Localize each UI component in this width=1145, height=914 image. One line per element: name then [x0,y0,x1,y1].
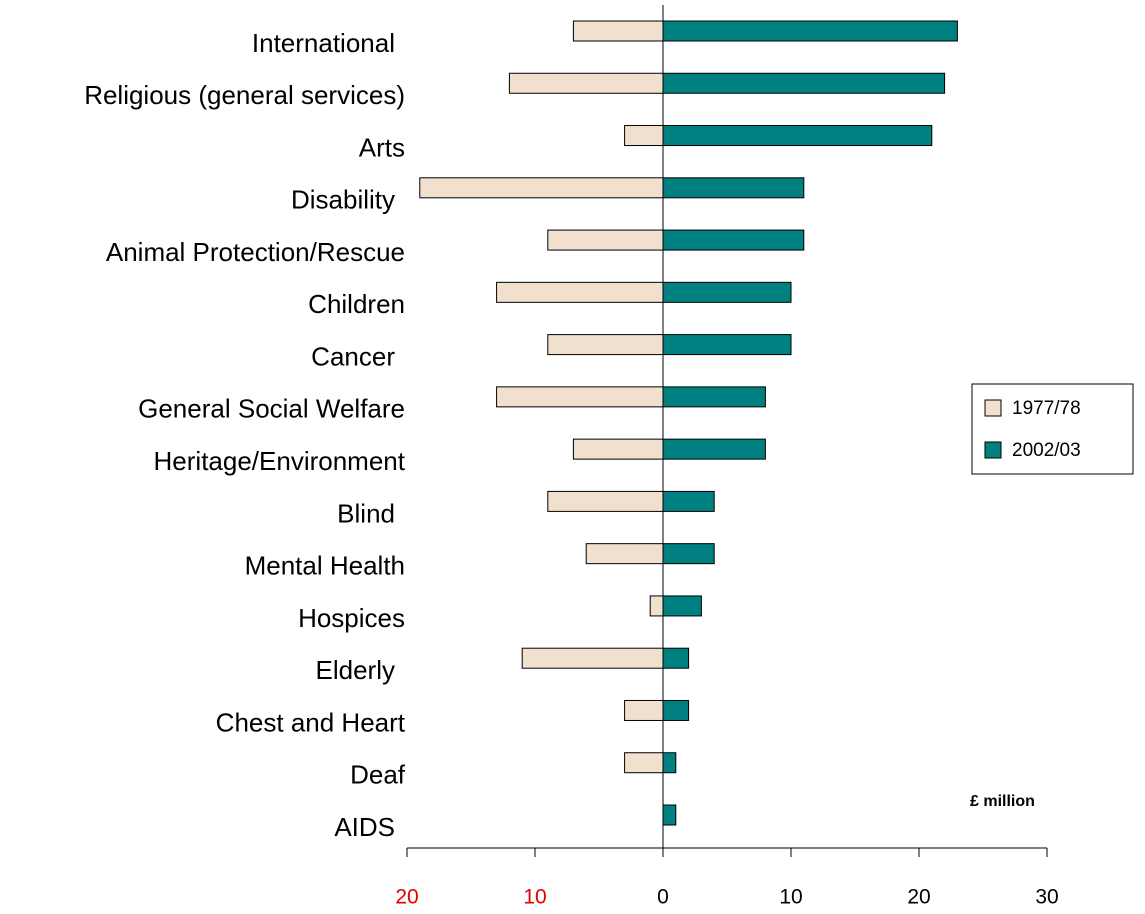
bar [662,647,690,669]
bar [496,386,664,408]
category-label: International [252,28,395,58]
bar [662,20,958,42]
x-tick-label: 10 [779,886,802,909]
bar [662,543,715,565]
bar [662,386,766,408]
category-label: Heritage/Environment [154,446,406,476]
bar [572,20,664,42]
bar [662,125,933,147]
legend-swatch [984,399,1002,417]
category-label: AIDS [334,812,395,842]
bar [624,752,664,774]
bar [662,490,715,512]
bar [662,229,805,251]
bar [662,177,805,199]
bar [419,177,664,199]
bar [547,229,664,251]
legend-swatch [984,441,1002,459]
bar [649,595,664,617]
bar [624,125,664,147]
x-tick-label: 20 [395,886,418,909]
bar [521,647,664,669]
x-tick-label: 20 [907,886,930,909]
bar [662,281,792,303]
bar [624,699,664,721]
category-label: Hospices [298,603,405,633]
category-label: Cancer [311,341,395,371]
category-label: Mental Health [245,551,405,581]
category-label: Religious (general services) [84,80,405,110]
bar [572,438,664,460]
bar [662,752,677,774]
bar [585,543,664,565]
bar [547,490,664,512]
category-label: Disability [291,185,395,215]
category-label: Arts [359,132,405,162]
bar [496,281,664,303]
legend-label: 2002/03 [1012,440,1081,461]
bar [662,438,766,460]
x-tick-label: 30 [1035,886,1058,909]
legend-box [971,383,1134,475]
x-tick-label: 10 [523,886,546,909]
bar [547,334,664,356]
category-label: General Social Welfare [138,394,405,424]
legend-label: 1977/78 [1012,398,1081,419]
bar [662,72,946,94]
category-label: Elderly [316,655,395,685]
category-label: Animal Protection/Rescue [106,237,405,267]
category-label: Chest and Heart [216,707,406,737]
bar [662,804,677,826]
bar [508,72,664,94]
category-label: Deaf [350,760,406,790]
x-tick-label: 0 [657,886,669,909]
annotation: £ million [970,793,1035,810]
category-label: Children [308,289,405,319]
bar [662,334,792,356]
bar [662,699,690,721]
category-label: Blind [337,498,395,528]
bar [662,595,702,617]
